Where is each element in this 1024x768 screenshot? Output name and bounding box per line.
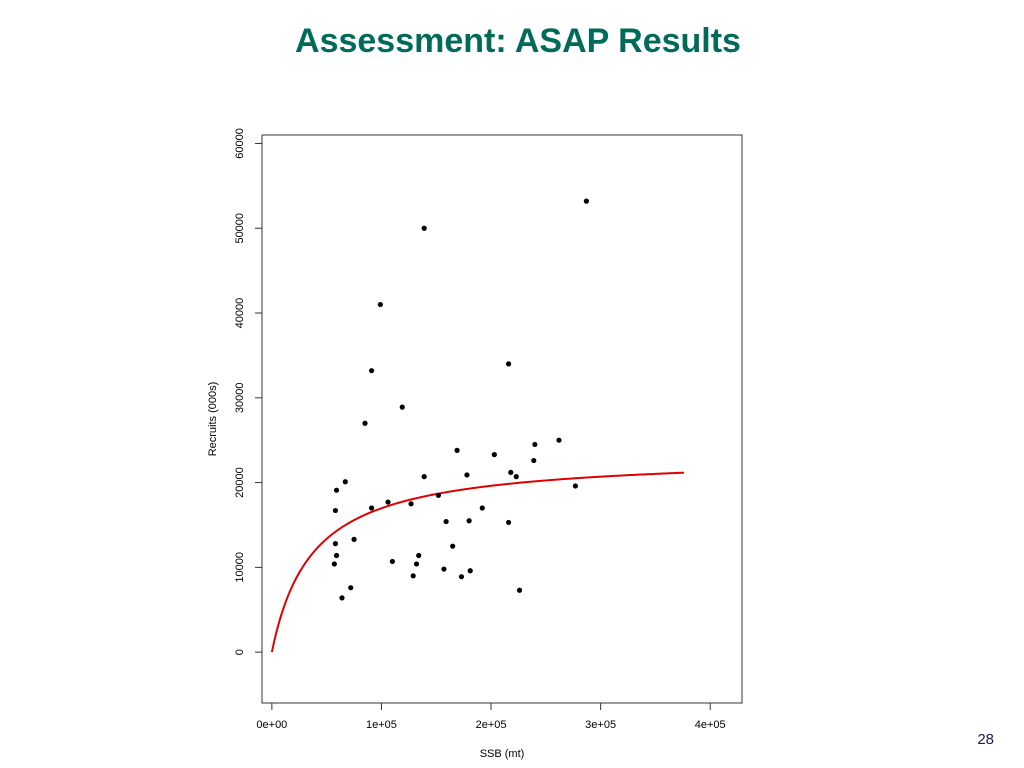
data-point: [368, 368, 375, 374]
y-tick-label: 40000: [234, 298, 246, 329]
data-point: [464, 472, 470, 478]
data-point: [342, 479, 348, 485]
data-point: [458, 574, 465, 580]
data-point: [339, 595, 345, 601]
data-point: [413, 561, 420, 567]
y-tick-label: 60000: [234, 128, 246, 159]
y-tick-label: 10000: [234, 552, 246, 583]
data-point: [348, 585, 354, 591]
data-point: [583, 198, 589, 204]
x-tick-label: 2e+05: [476, 719, 507, 731]
page-number: 28: [977, 731, 994, 748]
y-tick-label: 20000: [234, 467, 246, 498]
data-point: [505, 519, 512, 526]
data-point: [441, 566, 447, 572]
data-point: [410, 573, 416, 579]
x-tick-label: 4e+05: [695, 719, 726, 731]
y-tick-label: 30000: [234, 383, 246, 414]
x-axis-title: SSB (mt): [480, 748, 525, 760]
y-axis-title: Recruits (000s): [207, 382, 219, 457]
data-point: [532, 441, 538, 448]
recruitment-curve: [270, 471, 684, 653]
data-point: [421, 225, 427, 231]
data-point: [556, 437, 562, 443]
data-point: [421, 474, 427, 480]
data-point: [467, 568, 473, 574]
x-tick-label: 0e+00: [256, 719, 287, 731]
data-point: [516, 587, 523, 593]
data-points: [331, 198, 589, 601]
data-point: [572, 483, 579, 489]
data-point: [505, 361, 512, 367]
data-point: [399, 404, 405, 410]
data-point: [333, 552, 340, 559]
data-point: [408, 501, 414, 507]
data-point: [385, 499, 391, 505]
slide-title: Assessment: ASAP Results: [295, 22, 741, 60]
data-point: [513, 474, 519, 480]
x-tick-label: 3e+05: [585, 719, 616, 731]
data-point: [479, 505, 485, 511]
x-axis: 0e+00 1e+05 2e+05 3e+05 4e+05: [256, 702, 726, 731]
data-point: [450, 543, 456, 549]
data-point: [389, 558, 396, 565]
data-point: [333, 487, 340, 493]
data-point: [531, 457, 537, 464]
data-point: [351, 536, 357, 542]
data-point: [368, 505, 375, 511]
data-point: [454, 447, 460, 453]
y-tick-label: 0: [234, 649, 246, 655]
data-point: [416, 552, 422, 559]
data-point: [443, 518, 449, 525]
data-point: [377, 301, 383, 308]
data-point: [435, 492, 442, 498]
data-point: [362, 420, 368, 426]
data-point: [332, 541, 339, 547]
data-point: [491, 452, 497, 458]
data-point: [332, 507, 339, 514]
y-axis: 0 10000 20000 30000 40000 50000 60000: [234, 128, 263, 655]
data-point: [508, 469, 514, 476]
x-tick-label: 1e+05: [366, 719, 397, 731]
data-point: [331, 561, 337, 567]
data-point: [466, 518, 472, 524]
y-tick-label: 50000: [234, 213, 246, 244]
plot-frame: [261, 134, 743, 704]
